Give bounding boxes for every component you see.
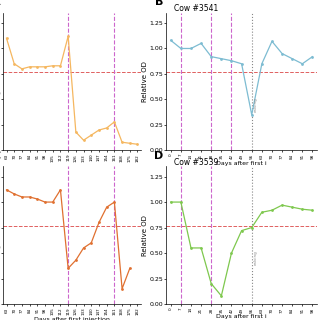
Text: B: B — [155, 0, 164, 7]
X-axis label: Days after first injection: Days after first injection — [34, 316, 110, 320]
Text: calving: calving — [0, 91, 2, 106]
Text: Cow #3539: Cow #3539 — [174, 158, 218, 167]
Text: calving: calving — [0, 244, 2, 259]
Text: calving: calving — [254, 97, 258, 112]
Y-axis label: Relative OD: Relative OD — [142, 215, 148, 256]
Text: D: D — [154, 151, 164, 161]
Text: Cow #3541: Cow #3541 — [174, 4, 218, 13]
Text: calving: calving — [254, 251, 258, 266]
X-axis label: Days after first i: Days after first i — [216, 314, 267, 319]
X-axis label: Days after first i: Days after first i — [216, 161, 267, 165]
Y-axis label: Relative OD: Relative OD — [142, 61, 148, 102]
